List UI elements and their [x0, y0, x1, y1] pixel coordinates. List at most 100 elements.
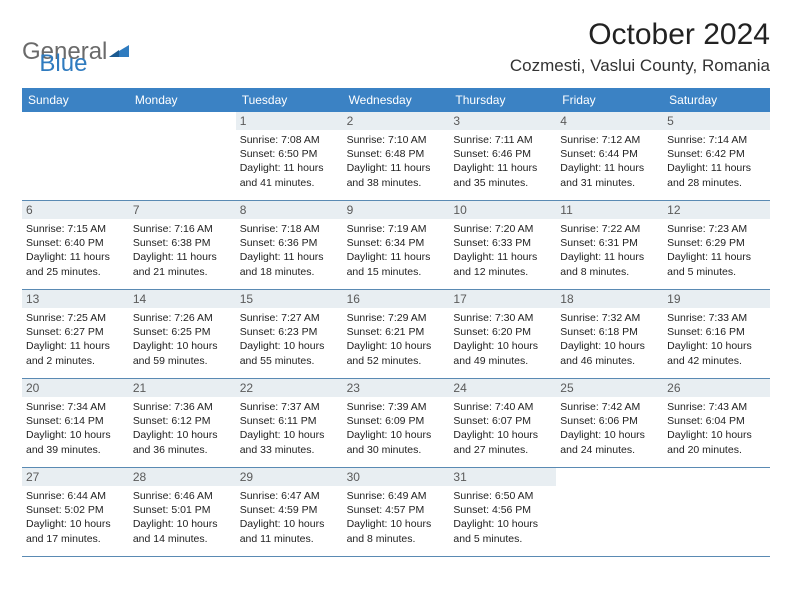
daylight-line: Daylight: 11 hours and 18 minutes. — [240, 250, 339, 278]
daylight-line: Daylight: 10 hours and 11 minutes. — [240, 517, 339, 545]
sunrise-line: Sunrise: 7:37 AM — [240, 400, 339, 414]
day-number: 5 — [663, 112, 770, 130]
day-number: 31 — [449, 468, 556, 486]
sunset-line: Sunset: 6:20 PM — [453, 325, 552, 339]
sunset-line: Sunset: 6:48 PM — [347, 147, 446, 161]
sunset-line: Sunset: 6:07 PM — [453, 414, 552, 428]
daylight-line: Daylight: 11 hours and 15 minutes. — [347, 250, 446, 278]
day-details: Sunrise: 7:33 AMSunset: 6:16 PMDaylight:… — [667, 311, 766, 368]
sunrise-line: Sunrise: 6:49 AM — [347, 489, 446, 503]
day-number: 25 — [556, 379, 663, 397]
sunrise-line: Sunrise: 7:16 AM — [133, 222, 232, 236]
sunrise-line: Sunrise: 7:30 AM — [453, 311, 552, 325]
day-details: Sunrise: 6:47 AMSunset: 4:59 PMDaylight:… — [240, 489, 339, 546]
week-row: 27 Sunrise: 6:44 AMSunset: 5:02 PMDayligh… — [22, 468, 770, 557]
day-cell — [663, 468, 770, 556]
sunrise-line: Sunrise: 6:50 AM — [453, 489, 552, 503]
sunset-line: Sunset: 4:57 PM — [347, 503, 446, 517]
sunset-line: Sunset: 6:14 PM — [26, 414, 125, 428]
day-details: Sunrise: 7:27 AMSunset: 6:23 PMDaylight:… — [240, 311, 339, 368]
week-row: 1Sunrise: 7:08 AMSunset: 6:50 PMDaylight… — [22, 112, 770, 201]
sunrise-line: Sunrise: 7:27 AM — [240, 311, 339, 325]
sunset-line: Sunset: 6:42 PM — [667, 147, 766, 161]
daylight-line: Daylight: 10 hours and 5 minutes. — [453, 517, 552, 545]
day-cell: 1Sunrise: 7:08 AMSunset: 6:50 PMDaylight… — [236, 112, 343, 200]
daylight-line: Daylight: 10 hours and 8 minutes. — [347, 517, 446, 545]
day-number: 24 — [449, 379, 556, 397]
dow-monday: Monday — [129, 88, 236, 112]
day-cell: 23Sunrise: 7:39 AMSunset: 6:09 PMDayligh… — [343, 379, 450, 467]
day-number: 19 — [663, 290, 770, 308]
week-row: 13Sunrise: 7:25 AMSunset: 6:27 PMDayligh… — [22, 290, 770, 379]
sunrise-line: Sunrise: 7:08 AM — [240, 133, 339, 147]
daylight-line: Daylight: 10 hours and 36 minutes. — [133, 428, 232, 456]
day-cell — [22, 112, 129, 200]
sunset-line: Sunset: 6:25 PM — [133, 325, 232, 339]
day-details: Sunrise: 6:46 AMSunset: 5:01 PMDaylight:… — [133, 489, 232, 546]
location-subtitle: Cozmesti, Vaslui County, Romania — [510, 56, 770, 76]
sunset-line: Sunset: 6:40 PM — [26, 236, 125, 250]
day-cell: 14Sunrise: 7:26 AMSunset: 6:25 PMDayligh… — [129, 290, 236, 378]
day-cell: 3Sunrise: 7:11 AMSunset: 6:46 PMDaylight… — [449, 112, 556, 200]
sunset-line: Sunset: 6:12 PM — [133, 414, 232, 428]
daylight-line: Daylight: 11 hours and 28 minutes. — [667, 161, 766, 189]
day-details: Sunrise: 6:44 AMSunset: 5:02 PMDaylight:… — [26, 489, 125, 546]
day-number: 21 — [129, 379, 236, 397]
day-details: Sunrise: 7:34 AMSunset: 6:14 PMDaylight:… — [26, 400, 125, 457]
day-cell: 4 Sunrise: 7:12 AMSunset: 6:44 PMDaylight… — [556, 112, 663, 200]
day-details: Sunrise: 7:29 AMSunset: 6:21 PMDaylight:… — [347, 311, 446, 368]
day-number: 4 — [556, 112, 663, 130]
day-number: 22 — [236, 379, 343, 397]
day-number: 29 — [236, 468, 343, 486]
day-details: Sunrise: 7:23 AMSunset: 6:29 PMDaylight:… — [667, 222, 766, 279]
sunset-line: Sunset: 6:50 PM — [240, 147, 339, 161]
logo-icon — [109, 38, 131, 66]
day-number: 8 — [236, 201, 343, 219]
day-cell: 27 Sunrise: 6:44 AMSunset: 5:02 PMDayligh… — [22, 468, 129, 556]
day-cell: 2 Sunrise: 7:10 AMSunset: 6:48 PMDaylight… — [343, 112, 450, 200]
day-cell: 6Sunrise: 7:15 AMSunset: 6:40 PMDaylight… — [22, 201, 129, 289]
sunset-line: Sunset: 6:27 PM — [26, 325, 125, 339]
day-of-week-header: Sunday Monday Tuesday Wednesday Thursday… — [22, 88, 770, 112]
sunrise-line: Sunrise: 7:32 AM — [560, 311, 659, 325]
day-number: 28 — [129, 468, 236, 486]
day-number: 2 — [343, 112, 450, 130]
daylight-line: Daylight: 11 hours and 8 minutes. — [560, 250, 659, 278]
sunrise-line: Sunrise: 7:29 AM — [347, 311, 446, 325]
daylight-line: Daylight: 10 hours and 17 minutes. — [26, 517, 125, 545]
sunrise-line: Sunrise: 7:43 AM — [667, 400, 766, 414]
daylight-line: Daylight: 10 hours and 49 minutes. — [453, 339, 552, 367]
day-details: Sunrise: 7:08 AMSunset: 6:50 PMDaylight:… — [240, 133, 339, 190]
daylight-line: Daylight: 10 hours and 20 minutes. — [667, 428, 766, 456]
day-details: Sunrise: 7:10 AMSunset: 6:48 PMDaylight:… — [347, 133, 446, 190]
day-details: Sunrise: 7:40 AMSunset: 6:07 PMDaylight:… — [453, 400, 552, 457]
day-number: 15 — [236, 290, 343, 308]
day-number: 9 — [343, 201, 450, 219]
dow-sunday: Sunday — [22, 88, 129, 112]
dow-tuesday: Tuesday — [236, 88, 343, 112]
day-cell: 21Sunrise: 7:36 AMSunset: 6:12 PMDayligh… — [129, 379, 236, 467]
daylight-line: Daylight: 10 hours and 39 minutes. — [26, 428, 125, 456]
day-number: 16 — [343, 290, 450, 308]
sunset-line: Sunset: 6:09 PM — [347, 414, 446, 428]
day-details: Sunrise: 7:16 AMSunset: 6:38 PMDaylight:… — [133, 222, 232, 279]
day-number: 23 — [343, 379, 450, 397]
day-cell: 31Sunrise: 6:50 AMSunset: 4:56 PMDayligh… — [449, 468, 556, 556]
sunrise-line: Sunrise: 6:46 AM — [133, 489, 232, 503]
sunrise-line: Sunrise: 7:14 AM — [667, 133, 766, 147]
daylight-line: Daylight: 11 hours and 2 minutes. — [26, 339, 125, 367]
day-cell: 13Sunrise: 7:25 AMSunset: 6:27 PMDayligh… — [22, 290, 129, 378]
daylight-line: Daylight: 10 hours and 14 minutes. — [133, 517, 232, 545]
day-number: 27 — [22, 468, 129, 486]
day-details: Sunrise: 7:12 AMSunset: 6:44 PMDaylight:… — [560, 133, 659, 190]
sunrise-line: Sunrise: 7:20 AM — [453, 222, 552, 236]
day-details: Sunrise: 7:42 AMSunset: 6:06 PMDaylight:… — [560, 400, 659, 457]
daylight-line: Daylight: 11 hours and 41 minutes. — [240, 161, 339, 189]
day-number: 14 — [129, 290, 236, 308]
day-details: Sunrise: 7:43 AMSunset: 6:04 PMDaylight:… — [667, 400, 766, 457]
day-cell: 19 Sunrise: 7:33 AMSunset: 6:16 PMDayligh… — [663, 290, 770, 378]
day-number: 3 — [449, 112, 556, 130]
daylight-line: Daylight: 10 hours and 59 minutes. — [133, 339, 232, 367]
day-number: 7 — [129, 201, 236, 219]
day-cell: 24 Sunrise: 7:40 AMSunset: 6:07 PMDayligh… — [449, 379, 556, 467]
